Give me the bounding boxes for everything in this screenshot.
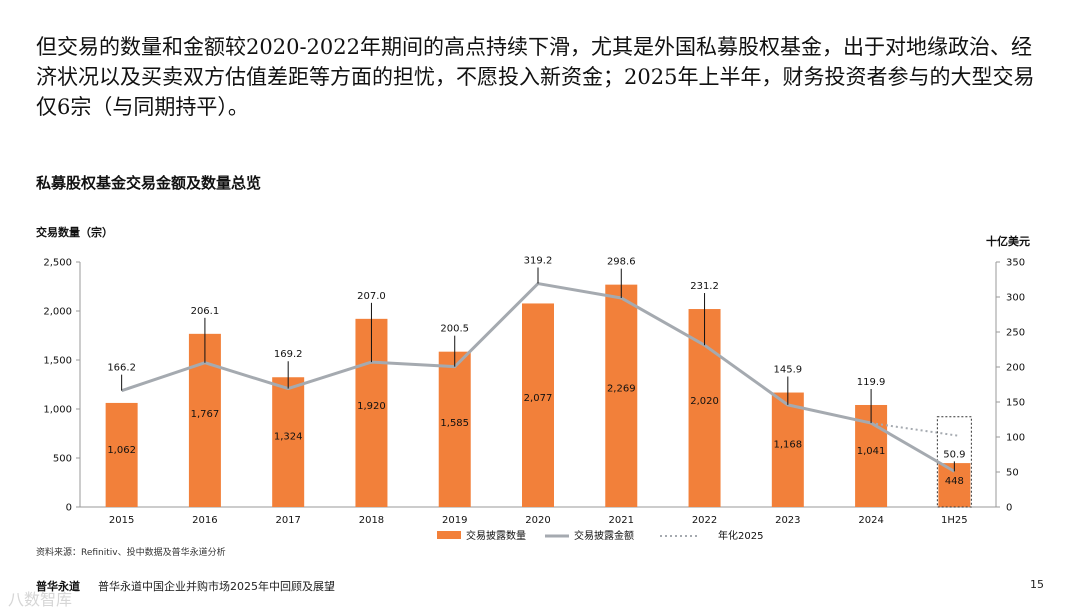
line-value-label: 207.0: [357, 291, 386, 302]
right-tick-label: 250: [1006, 328, 1025, 339]
legend-annualized-label: 年化2025: [718, 529, 763, 542]
bar: [105, 402, 138, 507]
line-value-label: 166.2: [107, 363, 136, 374]
bar-value-label: 2,269: [607, 383, 636, 394]
line-value-label: 145.9: [773, 365, 802, 376]
x-tick-label: 2021: [609, 515, 634, 526]
x-tick-label: 2020: [525, 515, 550, 526]
x-tick-label: 2022: [692, 515, 717, 526]
watermark: 八数智库: [8, 590, 73, 609]
right-tick-label: 150: [1006, 398, 1025, 409]
x-tick-label: 1H25: [941, 515, 968, 526]
bar-value-label: 1,062: [107, 445, 136, 456]
line-value-label: 50.9: [943, 449, 965, 460]
footer-brand: 普华永道: [36, 580, 80, 593]
bar-value-label: 2,020: [690, 396, 719, 407]
left-tick-label: 2,000: [43, 307, 72, 318]
x-tick-label: 2023: [775, 515, 800, 526]
right-tick-label: 0: [1006, 503, 1012, 514]
left-tick-label: 0: [66, 503, 72, 514]
bar: [438, 351, 471, 507]
left-tick-label: 1,500: [43, 356, 72, 367]
chart-title: 私募股权基金交易金额及数量总览: [36, 174, 262, 192]
line-value-label: 319.2: [524, 256, 553, 267]
source-note: 资料来源：Refinitiv、投中数据及普华永道分析: [36, 548, 226, 558]
bar-value-label: 448: [945, 476, 964, 487]
intro-paragraph: 但交易的数量和金额较2020-2022年期间的高点持续下滑，尤其是外国私募股权基…: [36, 35, 1035, 119]
x-tick-label: 2018: [359, 515, 384, 526]
right-tick-label: 200: [1006, 363, 1025, 374]
left-tick-label: 500: [53, 454, 72, 465]
bar-value-label: 2,077: [524, 393, 553, 404]
bar-value-label: 1,585: [440, 418, 469, 429]
x-tick-label: 2015: [109, 515, 134, 526]
line-value-label: 206.1: [191, 306, 220, 317]
bar-value-label: 1,168: [773, 439, 802, 450]
annualized-box: [936, 416, 972, 508]
line-value-label: 231.2: [690, 281, 719, 292]
bar: [605, 284, 638, 507]
bar: [771, 392, 804, 507]
page-number: 15: [1030, 578, 1044, 591]
right-tick-label: 350: [1006, 258, 1025, 269]
bar-value-label: 1,920: [357, 401, 386, 412]
line-value-label: 298.6: [607, 257, 636, 268]
right-axis-title: 十亿美元: [986, 235, 1030, 248]
line-value-label: 119.9: [857, 377, 886, 388]
footer-title: 普华永道中国企业并购市场2025年中回顾及展望: [98, 580, 335, 593]
left-tick-label: 1,000: [43, 405, 72, 416]
bar: [272, 377, 305, 507]
right-tick-label: 50: [1006, 468, 1019, 479]
x-tick-label: 2024: [858, 515, 883, 526]
x-tick-label: 2019: [442, 515, 467, 526]
bar-value-label: 1,324: [274, 432, 303, 443]
bar-value-label: 1,767: [191, 409, 220, 420]
left-axis-title: 交易数量（宗）: [36, 226, 113, 239]
line-value-label: 169.2: [274, 349, 303, 360]
bar-value-label: 1,041: [857, 446, 886, 457]
x-tick-label: 2016: [192, 515, 217, 526]
right-tick-label: 100: [1006, 433, 1025, 444]
line-value-label: 200.5: [440, 324, 469, 335]
legend-bar-swatch: [437, 531, 461, 539]
legend-bar-label: 交易披露数量: [466, 529, 526, 542]
x-tick-label: 2017: [275, 515, 300, 526]
left-tick-label: 2,500: [43, 258, 72, 269]
right-tick-label: 300: [1006, 293, 1025, 304]
legend-line-label: 交易披露金额: [574, 529, 634, 542]
bar: [522, 303, 554, 507]
